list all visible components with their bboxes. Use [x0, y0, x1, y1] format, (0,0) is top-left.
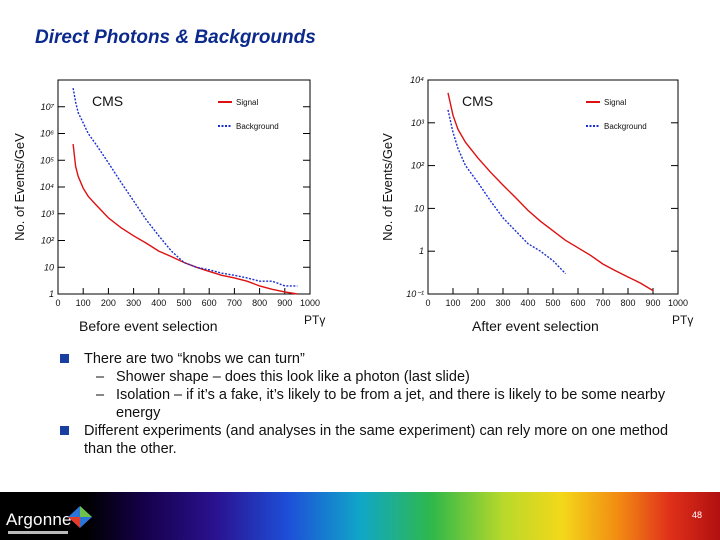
x-tick-label: 900: [277, 298, 292, 308]
sub-bullet-text: Shower shape – does this look like a pho…: [116, 369, 470, 385]
y-tick-label: 10: [44, 262, 54, 272]
series-line-background: [447, 109, 567, 275]
y-axis-label: No. of Events/GeV: [380, 133, 395, 241]
x-tick-label: 600: [202, 298, 217, 308]
legend-label: Background: [236, 122, 279, 131]
plot-svg: 0 100 200 300 400 500 600 700 800 900 1000 1 10 10² 10…: [12, 79, 325, 327]
argonne-logo-text: Argonne: [6, 510, 72, 529]
x-tick-label: 0: [425, 298, 430, 308]
bullet-square-icon: [60, 426, 69, 435]
y-tick-label: 10³: [411, 118, 425, 128]
y-axis-label: No. of Events/GeV: [12, 133, 27, 241]
y-tick-label: 1: [419, 246, 424, 256]
y-tick-label: 10: [414, 203, 424, 213]
series-line-background: [72, 87, 298, 287]
sub-bullet-item: – Shower shape – does this look like a p…: [60, 368, 700, 386]
chart-after-selection: 0 100 200 300 400 500 600 700 800 900 1000 10⁻¹ 1 10 1…: [378, 72, 698, 332]
logo-subtitle-bar: [8, 531, 68, 534]
bullet-text: Different experiments (and analyses in t…: [84, 423, 669, 457]
bullet-square-icon: [60, 354, 69, 363]
y-tick-label: 10⁴: [40, 182, 54, 192]
chart-title: CMS: [92, 93, 123, 109]
argonne-logo-icon: [68, 506, 92, 528]
caption-after-selection: After event selection: [472, 318, 599, 334]
x-tick-label: 500: [176, 298, 191, 308]
x-tick-label: 500: [545, 298, 560, 308]
y-tick-label: 10⁵: [40, 155, 54, 165]
x-tick-label: 700: [595, 298, 610, 308]
x-axis-label: PTγ: [304, 313, 325, 327]
x-axis-label: PTγ: [672, 313, 693, 327]
y-tick-label: 10⁶: [40, 129, 54, 139]
bullet-text: There are two “knobs we can turn”: [84, 351, 305, 367]
x-tick-label: 600: [570, 298, 585, 308]
x-tick-label: 300: [126, 298, 141, 308]
x-tick-label: 1000: [300, 298, 320, 308]
footer-bar: Argonne 48: [0, 492, 720, 540]
x-tick-label: 400: [151, 298, 166, 308]
x-tick-label: 800: [620, 298, 635, 308]
y-tick-label: 10³: [41, 209, 55, 219]
legend-label: Signal: [236, 98, 258, 107]
x-tick-label: 400: [520, 298, 535, 308]
y-tick-label: 10⁴: [410, 75, 424, 85]
y-tick-label: 10²: [411, 161, 425, 171]
legend-label: Background: [604, 122, 647, 131]
dash-icon: –: [96, 369, 105, 385]
caption-before-selection: Before event selection: [79, 318, 218, 334]
legend-label: Signal: [604, 98, 626, 107]
x-tick-label: 300: [495, 298, 510, 308]
y-tick-label: 10⁻¹: [406, 289, 424, 299]
chart-before-selection: 0 100 200 300 400 500 600 700 800 900 1000 1 10 10² 10…: [10, 72, 330, 332]
x-tick-label: 700: [227, 298, 242, 308]
series-line-signal: [72, 144, 298, 295]
y-tick-label: 10⁷: [41, 102, 55, 112]
series-line-signal: [447, 92, 654, 292]
bullet-item: Different experiments (and analyses in t…: [60, 422, 700, 458]
bullet-item: There are two “knobs we can turn”: [60, 350, 700, 368]
plot-frame: [427, 79, 679, 295]
x-tick-label: 200: [101, 298, 116, 308]
sub-bullet-item: – Isolation – if it’s a fake, it’s likel…: [60, 386, 700, 422]
chart-title: CMS: [462, 93, 493, 109]
slide-title: Direct Photons & Backgrounds: [35, 27, 316, 48]
x-tick-label: 100: [76, 298, 91, 308]
x-tick-label: 1000: [668, 298, 688, 308]
x-tick-label: 900: [645, 298, 660, 308]
y-tick-label: 1: [49, 289, 54, 299]
plot-frame: [57, 79, 311, 295]
sub-bullet-text: Isolation – if it’s a fake, it’s likely …: [116, 387, 666, 421]
x-tick-label: 0: [55, 298, 60, 308]
x-tick-label: 200: [470, 298, 485, 308]
plot-svg: 0 100 200 300 400 500 600 700 800 900 1000 10⁻¹ 1 10 1…: [380, 75, 693, 327]
page-number: 48: [691, 510, 702, 520]
x-tick-label: 800: [252, 298, 267, 308]
y-tick-label: 10²: [41, 236, 55, 246]
bullet-list: There are two “knobs we can turn” – Show…: [60, 350, 700, 458]
x-tick-label: 100: [445, 298, 460, 308]
dash-icon: –: [96, 387, 105, 403]
